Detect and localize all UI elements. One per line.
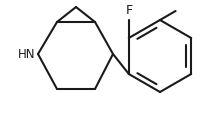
Text: F: F: [125, 4, 132, 17]
Text: HN: HN: [17, 48, 35, 61]
